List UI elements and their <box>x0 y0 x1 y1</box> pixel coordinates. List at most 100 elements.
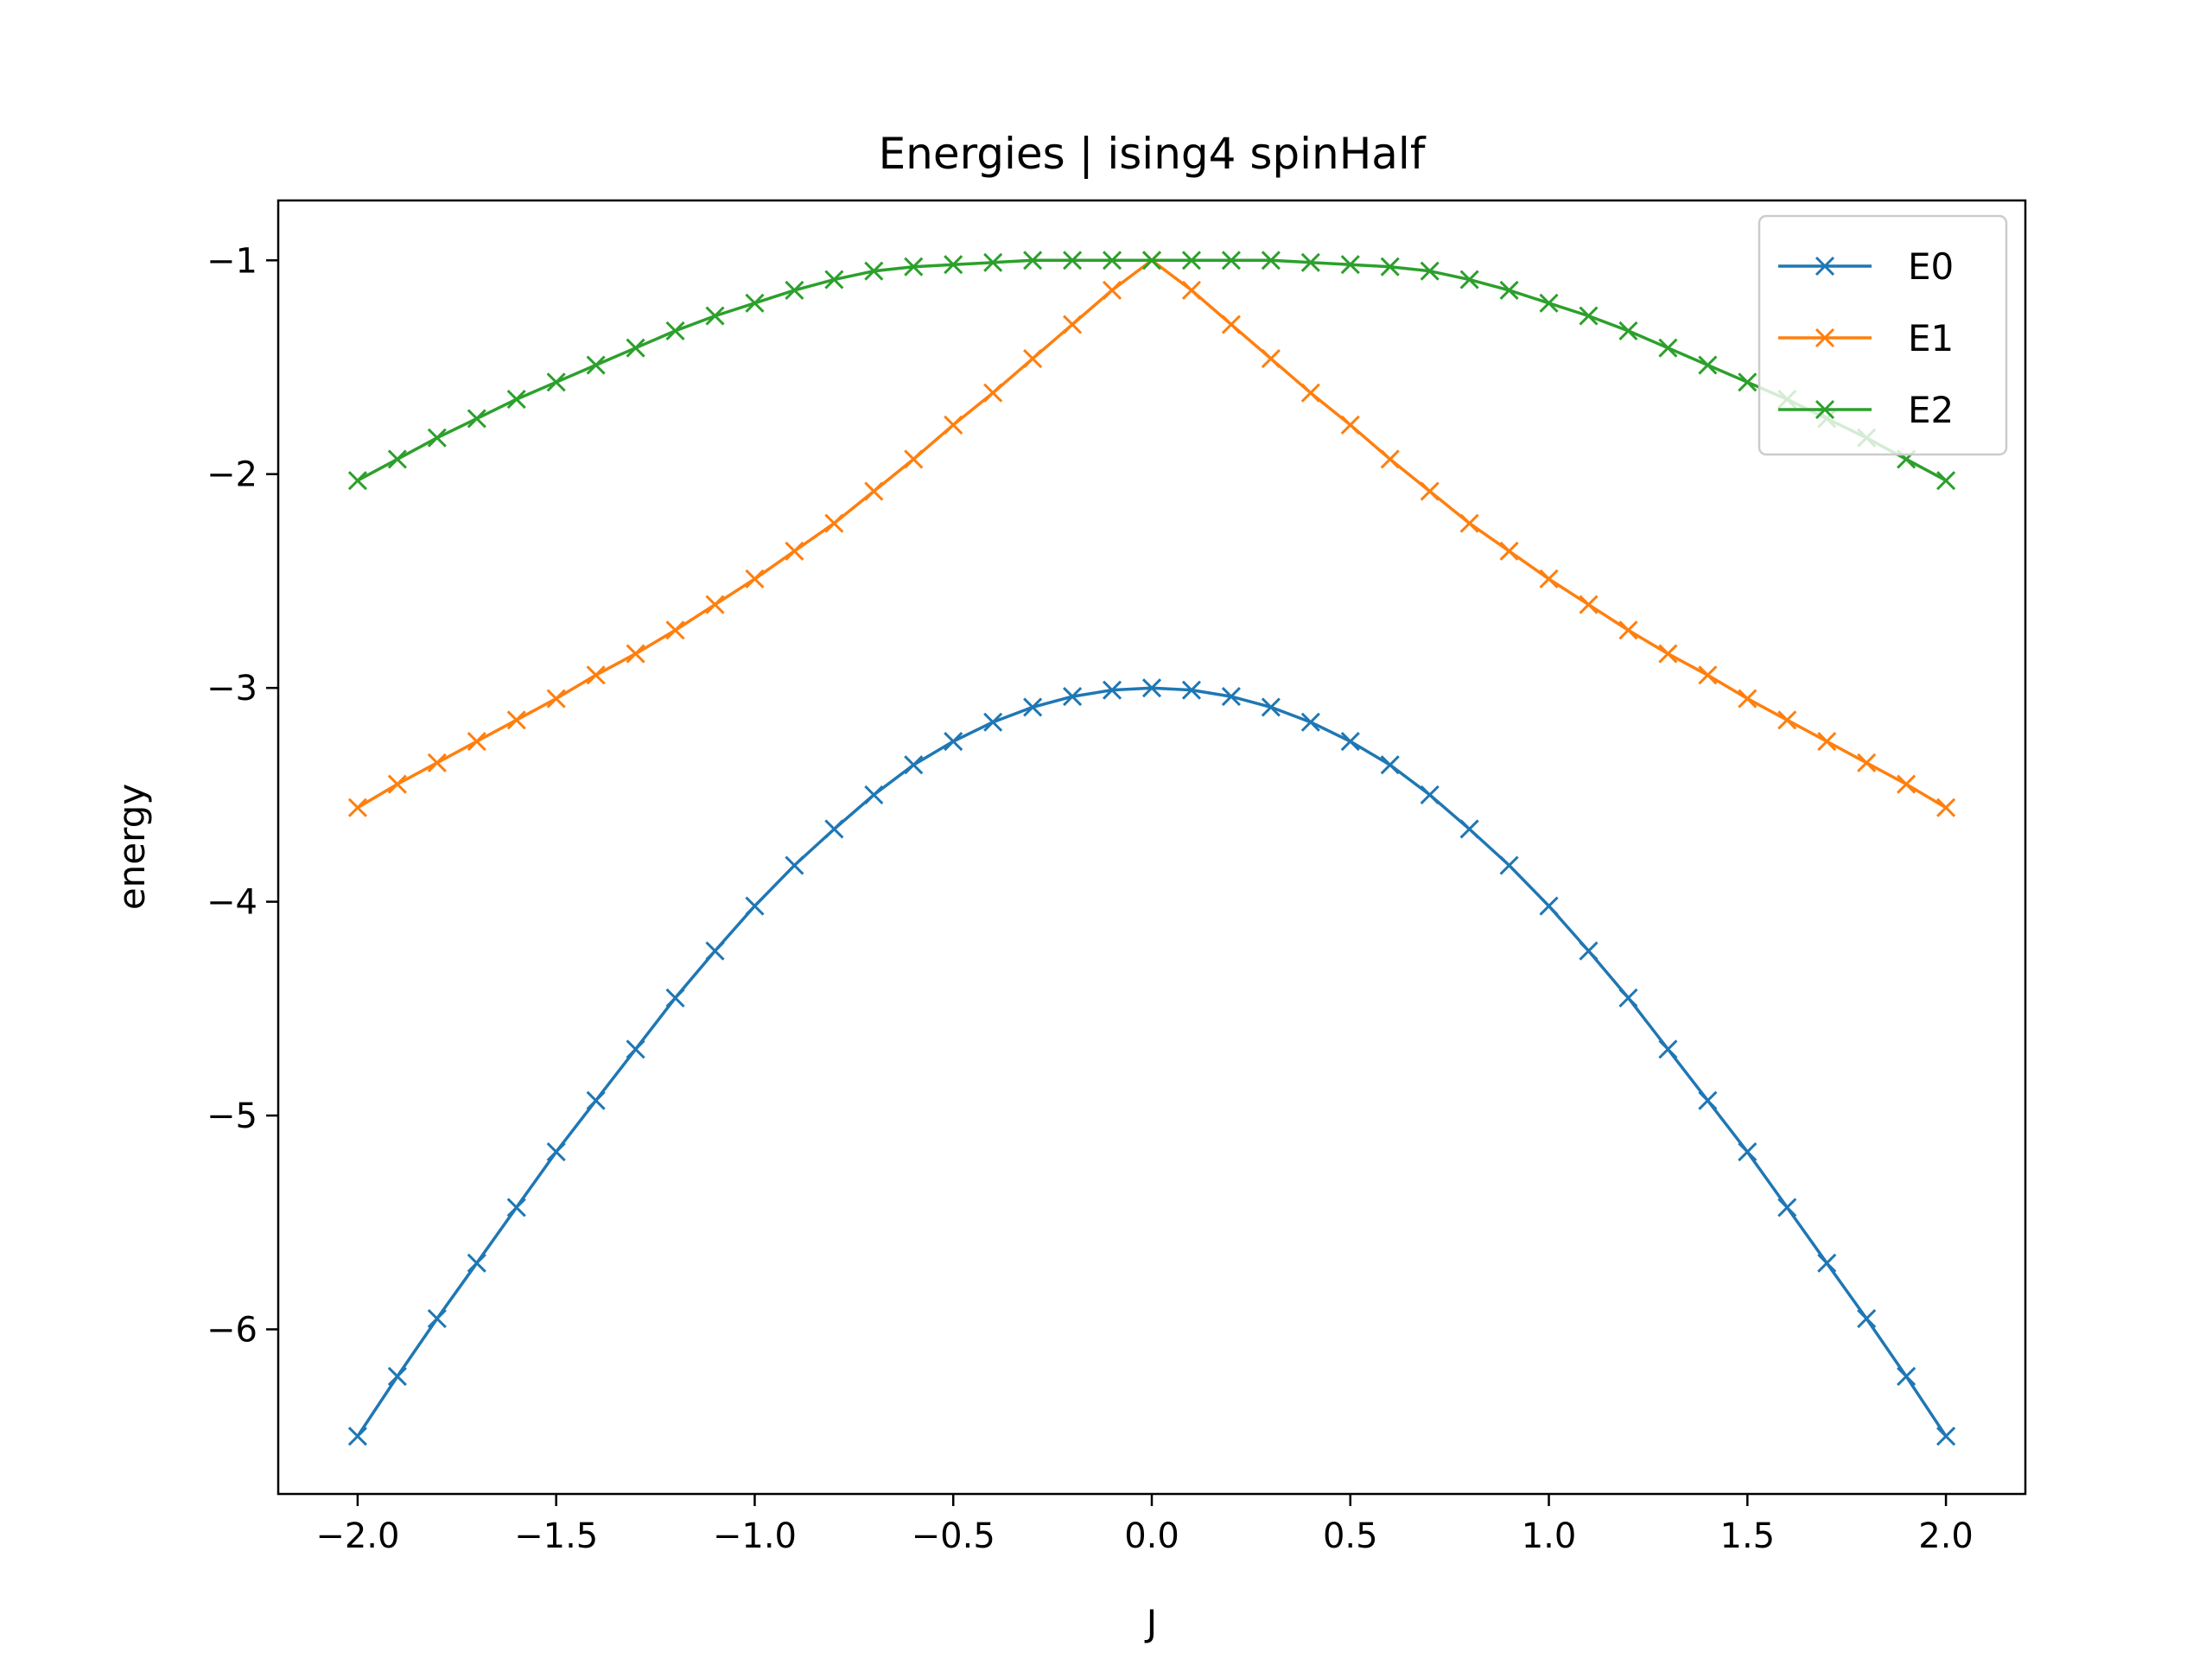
data-point-E1 <box>1777 710 1797 730</box>
data-point-E1 <box>705 594 725 614</box>
data-point-E0 <box>1738 1142 1758 1162</box>
data-point-E2 <box>705 306 725 326</box>
data-point-E2 <box>1261 251 1281 270</box>
data-point-E0 <box>705 941 725 961</box>
data-point-E0 <box>1261 697 1281 717</box>
data-point-E1 <box>1340 415 1360 435</box>
data-point-E2 <box>944 255 963 275</box>
data-point-E2 <box>983 252 1003 272</box>
data-point-E1 <box>626 644 645 664</box>
data-point-E1 <box>1936 798 1956 817</box>
data-point-E1 <box>1420 481 1440 501</box>
data-point-E2 <box>665 321 685 340</box>
x-tick-label: −2.0 <box>315 1516 399 1556</box>
data-point-E1 <box>1380 449 1400 469</box>
x-tick-label: −1.0 <box>713 1516 797 1556</box>
data-point-E0 <box>1063 686 1083 707</box>
data-point-E0 <box>1141 678 1162 698</box>
data-point-E1 <box>1738 689 1758 709</box>
data-point-E1 <box>586 665 606 685</box>
data-point-E1 <box>1499 541 1519 561</box>
chart-title: Energies | ising4 spinHalf <box>879 129 1427 179</box>
data-point-E2 <box>1936 471 1956 491</box>
data-point-E2 <box>1579 306 1599 326</box>
data-point-E0 <box>1420 785 1440 804</box>
data-point-E1 <box>1817 731 1837 752</box>
data-point-E2 <box>1459 270 1479 289</box>
x-tick-label: 2.0 <box>1918 1516 1974 1556</box>
data-point-E0 <box>1817 1253 1837 1273</box>
data-point-E2 <box>745 293 765 313</box>
x-axis: −2.0 −1.5 −1.0 −0.5 0.0 0.5 1.0 1.5 2.0 <box>315 1494 1974 1556</box>
data-point-E1 <box>983 383 1003 403</box>
legend-label-E2: E2 <box>1908 389 1954 431</box>
data-point-E1 <box>1579 594 1599 614</box>
data-point-E2 <box>1380 257 1400 276</box>
data-point-E2 <box>1023 251 1043 270</box>
data-point-E2 <box>586 355 606 375</box>
data-point-E1 <box>745 569 765 589</box>
y-tick-label: −1 <box>207 241 257 281</box>
data-point-E0 <box>427 1309 447 1329</box>
data-point-E0 <box>1897 1366 1916 1386</box>
data-point-E1 <box>1300 383 1320 403</box>
data-point-E2 <box>347 471 367 491</box>
data-point-E0 <box>467 1253 486 1273</box>
data-point-E1 <box>387 774 407 794</box>
data-point-E1 <box>1181 280 1202 300</box>
data-point-E1 <box>1221 315 1241 334</box>
legend-box <box>1758 214 2008 456</box>
data-point-E1 <box>824 513 844 533</box>
data-point-E0 <box>387 1366 407 1386</box>
data-point-E0 <box>506 1198 526 1217</box>
data-point-E1 <box>904 449 924 469</box>
data-point-E2 <box>1618 321 1638 340</box>
data-point-E2 <box>864 261 884 281</box>
y-tick-label: −4 <box>207 883 257 923</box>
data-point-E1 <box>1063 315 1083 334</box>
data-point-E2 <box>506 390 526 410</box>
data-point-E0 <box>745 896 765 916</box>
data-point-E1 <box>1698 665 1718 685</box>
data-point-E0 <box>1221 686 1241 707</box>
plot-area <box>347 251 1956 1446</box>
data-point-E1 <box>944 415 963 435</box>
data-point-E0 <box>1340 731 1360 752</box>
data-point-E0 <box>1300 712 1320 732</box>
data-point-E2 <box>1738 372 1758 392</box>
x-tick-label: −0.5 <box>912 1516 995 1556</box>
legend-label-E0: E0 <box>1908 245 1954 288</box>
data-point-E0 <box>665 988 685 1008</box>
y-tick-label: −6 <box>207 1310 257 1350</box>
data-point-E1 <box>1261 349 1281 369</box>
data-point-E0 <box>586 1090 606 1110</box>
legend-marker-E0 <box>1815 256 1835 276</box>
data-point-E2 <box>1102 251 1122 270</box>
data-point-E2 <box>626 338 645 358</box>
data-point-E1 <box>1102 280 1122 300</box>
data-point-E1 <box>467 731 486 752</box>
data-point-E2 <box>1181 251 1202 270</box>
data-point-E2 <box>387 449 407 469</box>
x-axis-title: J <box>1144 1602 1157 1644</box>
data-point-E0 <box>785 855 804 875</box>
data-point-E0 <box>1459 819 1479 839</box>
data-point-E0 <box>983 712 1003 732</box>
x-tick-label: 0.0 <box>1124 1516 1179 1556</box>
x-tick-label: −1.5 <box>514 1516 598 1556</box>
y-tick-label: −3 <box>207 669 257 709</box>
data-point-E2 <box>1499 280 1519 300</box>
data-point-E2 <box>1340 255 1360 275</box>
legend-marker-E1 <box>1815 327 1835 348</box>
data-point-E1 <box>546 689 566 709</box>
data-point-E2 <box>1221 251 1241 270</box>
data-point-E0 <box>1698 1090 1718 1110</box>
data-point-E2 <box>1063 251 1083 270</box>
data-point-E2 <box>1300 252 1320 272</box>
data-point-E0 <box>546 1142 566 1162</box>
data-point-E1 <box>1539 569 1559 589</box>
data-point-E2 <box>1658 338 1678 358</box>
x-tick-label: 1.5 <box>1720 1516 1776 1556</box>
data-point-E0 <box>1102 680 1122 700</box>
data-point-E1 <box>1618 620 1638 640</box>
